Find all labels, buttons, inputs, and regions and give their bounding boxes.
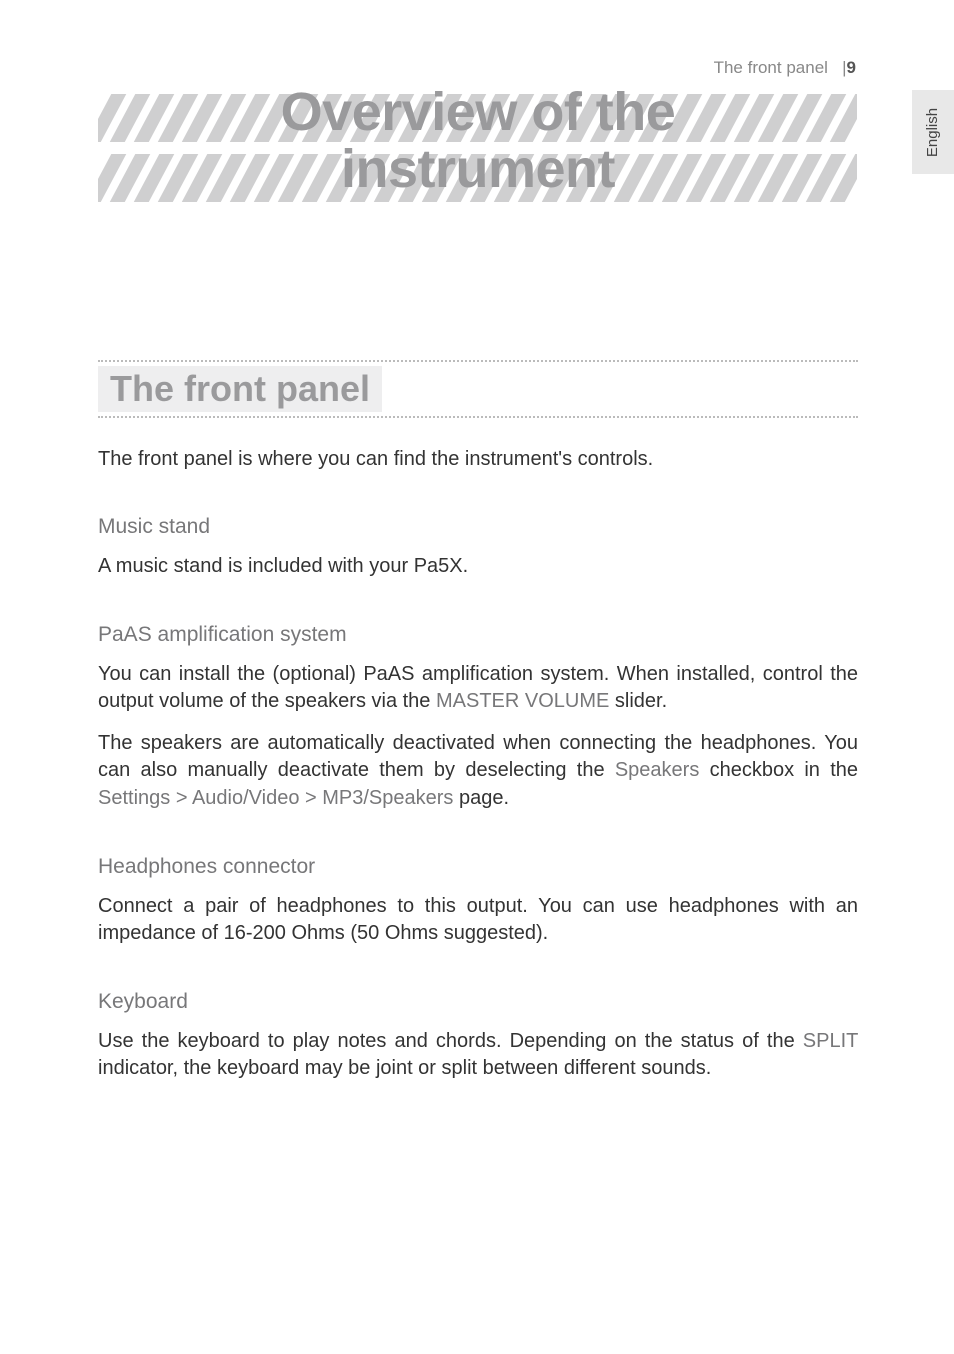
text-run: slider. [609, 690, 667, 712]
page-content: Overview of the instrument The front pan… [98, 90, 858, 1083]
subsection-title: Headphones connector [98, 855, 858, 879]
body-paragraph: You can install the (optional) PaAS ampl… [98, 661, 858, 716]
ui-reference: Settings > Audio/Video > MP3/Speakers [98, 787, 453, 809]
subsection-title: Keyboard [98, 990, 858, 1014]
text-run: checkbox in the [699, 759, 858, 781]
subsection: Music stand A music stand is included wit… [98, 515, 858, 581]
ui-reference: Speakers [615, 759, 700, 781]
chapter-title-block: Overview of the instrument [98, 90, 858, 230]
ui-reference: MASTER VOLUME [436, 690, 609, 712]
section-intro: The front panel is where you can find th… [98, 446, 858, 473]
language-tab-label: English [925, 107, 942, 156]
subsection: Headphones connector Connect a pair of he… [98, 855, 858, 948]
subsection-title: Music stand [98, 515, 858, 539]
chapter-title-line2: instrument [341, 139, 615, 199]
header-section-name: The front panel [714, 58, 828, 77]
text-run: indicator, the keyboard may be joint or … [98, 1057, 711, 1079]
language-tab: English [912, 90, 954, 174]
subsection-title: PaAS amplification system [98, 623, 858, 647]
page-header: The front panel |9 [714, 58, 856, 78]
chapter-title: Overview of the instrument [98, 84, 858, 197]
chapter-title-line1: Overview of the [281, 82, 676, 142]
section-heading: The front panel [98, 366, 382, 412]
text-run: A music stand is included with your Pa5X… [98, 555, 468, 577]
text-run: Connect a pair of headphones to this out… [98, 895, 858, 945]
subsection: PaAS amplification system You can install… [98, 623, 858, 813]
text-run: page. [453, 787, 509, 809]
section-heading-container: The front panel [98, 360, 858, 418]
body-paragraph: A music stand is included with your Pa5X… [98, 553, 858, 581]
subsections-container: Music stand A music stand is included wit… [98, 515, 858, 1083]
body-paragraph: Use the keyboard to play notes and chord… [98, 1028, 858, 1083]
page-number: 9 [847, 58, 856, 77]
body-paragraph: The speakers are automatically deactivat… [98, 730, 858, 813]
ui-reference: SPLIT [803, 1030, 858, 1052]
body-paragraph: Connect a pair of headphones to this out… [98, 893, 858, 948]
subsection: Keyboard Use the keyboard to play notes a… [98, 990, 858, 1083]
text-run: Use the keyboard to play notes and chord… [98, 1030, 803, 1052]
